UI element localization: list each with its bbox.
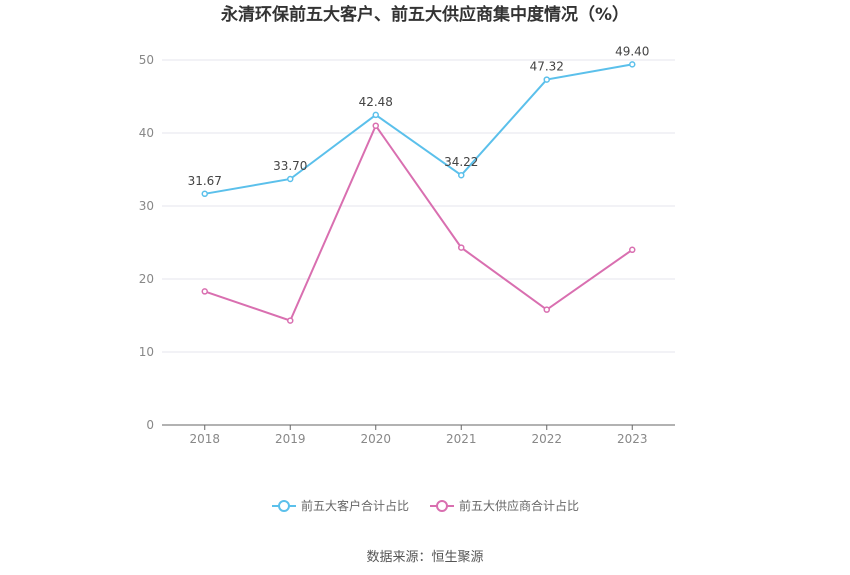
- data-point[interactable]: [458, 244, 465, 251]
- data-labels: 31.67 33.70 42.48 34.22 47.32 49.40: [188, 44, 650, 187]
- x-tick-label: 2019: [275, 432, 306, 446]
- data-point[interactable]: [629, 61, 636, 68]
- y-tick-label: 0: [146, 418, 154, 432]
- legend-item-2[interactable]: 前五大供应商合计占比: [429, 497, 579, 514]
- chart-title: 永清环保前五大客户、前五大供应商集中度情况（%）: [220, 5, 630, 25]
- data-label: 33.70: [273, 159, 307, 173]
- legend-item-1[interactable]: 前五大客户合计占比: [271, 497, 409, 514]
- x-tick-label: 2021: [446, 432, 477, 446]
- data-label: 42.48: [359, 95, 393, 109]
- data-point[interactable]: [543, 306, 550, 313]
- y-tick-label: 40: [139, 126, 154, 140]
- data-point[interactable]: [543, 76, 550, 83]
- data-point[interactable]: [287, 175, 294, 183]
- y-tick-label: 50: [139, 53, 154, 67]
- x-tick-label: 2023: [617, 432, 648, 446]
- data-point[interactable]: [629, 246, 636, 254]
- grid-lines: [162, 59, 675, 353]
- series-lines: [201, 61, 636, 324]
- source-note: 数据来源：恒生聚源: [366, 550, 484, 565]
- y-tick-label: 30: [139, 199, 154, 213]
- data-point[interactable]: [372, 111, 379, 119]
- legend-label: 前五大供应商合计占比: [459, 499, 580, 513]
- data-point[interactable]: [372, 122, 379, 129]
- x-tick-label: 2022: [531, 432, 562, 446]
- data-label: 47.32: [530, 60, 564, 74]
- data-label: 31.67: [188, 174, 222, 188]
- legend-label: 前五大客户合计占比: [300, 499, 409, 513]
- data-label: 49.40: [615, 44, 649, 58]
- legend-marker-icon: [271, 499, 296, 512]
- data-point[interactable]: [458, 171, 465, 179]
- y-tick-label: 10: [139, 345, 154, 359]
- x-tick-label: 2020: [360, 432, 391, 446]
- series-line-1: [204, 63, 633, 195]
- legend: 前五大客户合计占比 前五大供应商合计占比: [0, 497, 850, 514]
- series-line-2: [204, 123, 633, 322]
- data-label: 34.22: [444, 155, 478, 169]
- axes: 0 10 20 30 40 50 2018 2019 2020 2021 2022 2023: [139, 53, 675, 446]
- data-point[interactable]: [287, 317, 294, 324]
- x-tick-label: 2018: [189, 432, 220, 446]
- legend-marker-icon: [430, 499, 454, 512]
- y-tick-label: 20: [139, 272, 154, 286]
- data-point[interactable]: [201, 190, 208, 198]
- data-point[interactable]: [201, 288, 208, 295]
